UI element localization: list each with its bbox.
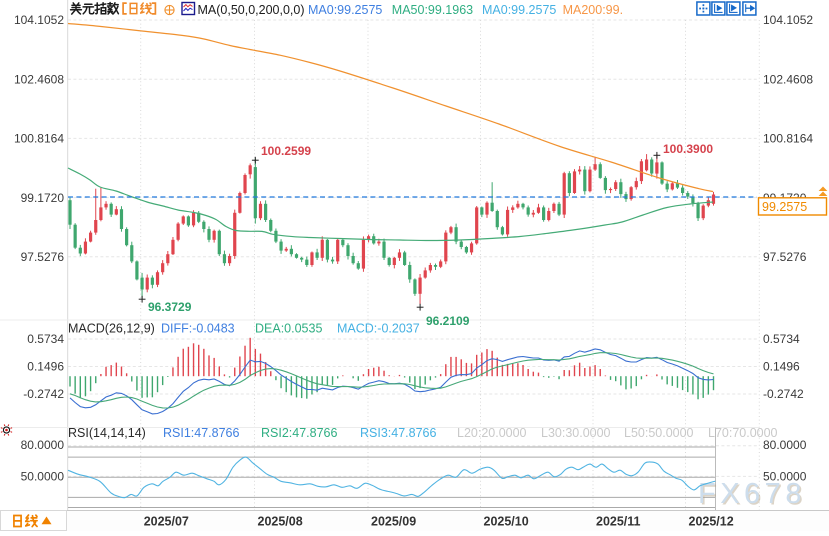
svg-text:100.2599: 100.2599 <box>261 144 311 158</box>
svg-text:99.2575: 99.2575 <box>762 200 807 214</box>
svg-text:80.0000: 80.0000 <box>763 438 807 452</box>
svg-text:102.4608: 102.4608 <box>763 72 813 86</box>
svg-text:104.1052: 104.1052 <box>14 13 64 27</box>
svg-text:100.8164: 100.8164 <box>763 132 813 146</box>
svg-text:0.5734: 0.5734 <box>763 332 800 346</box>
svg-text:MA50:99.1963: MA50:99.1963 <box>392 3 473 17</box>
svg-text:102.4608: 102.4608 <box>14 72 64 86</box>
svg-text:96.3729: 96.3729 <box>148 300 192 314</box>
svg-text:100.8164: 100.8164 <box>14 132 64 146</box>
svg-text:L70:70.0000: L70:70.0000 <box>708 426 778 440</box>
svg-text:2025/10: 2025/10 <box>484 515 529 529</box>
svg-text:FX678: FX678 <box>700 480 808 512</box>
svg-text:FX678: FX678 <box>698 478 806 510</box>
svg-text:97.5276: 97.5276 <box>21 250 65 264</box>
svg-text:L30:30.0000: L30:30.0000 <box>541 426 611 440</box>
svg-text:2025/09: 2025/09 <box>371 515 416 529</box>
svg-text:DIFF:-0.0483: DIFF:-0.0483 <box>161 322 235 336</box>
svg-text:DEA:0.0535: DEA:0.0535 <box>255 322 322 336</box>
svg-text:MA200:99.: MA200:99. <box>563 3 623 17</box>
svg-text:MA(0,50,0,200,0,0): MA(0,50,0,200,0,0) <box>198 3 305 17</box>
svg-text:104.1052: 104.1052 <box>763 13 813 27</box>
svg-text:-0.2742: -0.2742 <box>763 387 804 401</box>
svg-text:2025/08: 2025/08 <box>258 515 303 529</box>
svg-text:80.0000: 80.0000 <box>21 438 65 452</box>
svg-text:2025/11: 2025/11 <box>596 515 641 529</box>
svg-text:MACD:-0.2037: MACD:-0.2037 <box>337 322 420 336</box>
svg-text:100.3900: 100.3900 <box>663 142 713 156</box>
svg-text:50.0000: 50.0000 <box>21 469 65 483</box>
svg-text:0.1496: 0.1496 <box>27 360 64 374</box>
svg-text:RSI2:47.8766: RSI2:47.8766 <box>261 426 337 440</box>
svg-text:-0.2742: -0.2742 <box>23 387 64 401</box>
svg-text:MA0:99.2575: MA0:99.2575 <box>308 3 382 17</box>
svg-text:2025/12: 2025/12 <box>689 515 734 529</box>
svg-text:50.0000: 50.0000 <box>763 469 807 483</box>
svg-text:99.1720: 99.1720 <box>21 191 65 205</box>
svg-text:0.5734: 0.5734 <box>27 332 64 346</box>
svg-text:2025/07: 2025/07 <box>144 515 189 529</box>
svg-text:L50:50.0000: L50:50.0000 <box>624 426 694 440</box>
svg-text:MA0:99.2575: MA0:99.2575 <box>482 3 556 17</box>
svg-text:RSI1:47.8766: RSI1:47.8766 <box>163 426 239 440</box>
svg-text:96.2109: 96.2109 <box>426 314 470 328</box>
svg-text:0.1496: 0.1496 <box>763 360 800 374</box>
svg-text:L20:20.0000: L20:20.0000 <box>457 426 527 440</box>
svg-text:MACD(26,12,9): MACD(26,12,9) <box>68 322 155 336</box>
svg-text:97.5276: 97.5276 <box>763 250 807 264</box>
svg-text:RSI3:47.8766: RSI3:47.8766 <box>360 426 436 440</box>
svg-text:RSI(14,14,14): RSI(14,14,14) <box>68 426 146 440</box>
